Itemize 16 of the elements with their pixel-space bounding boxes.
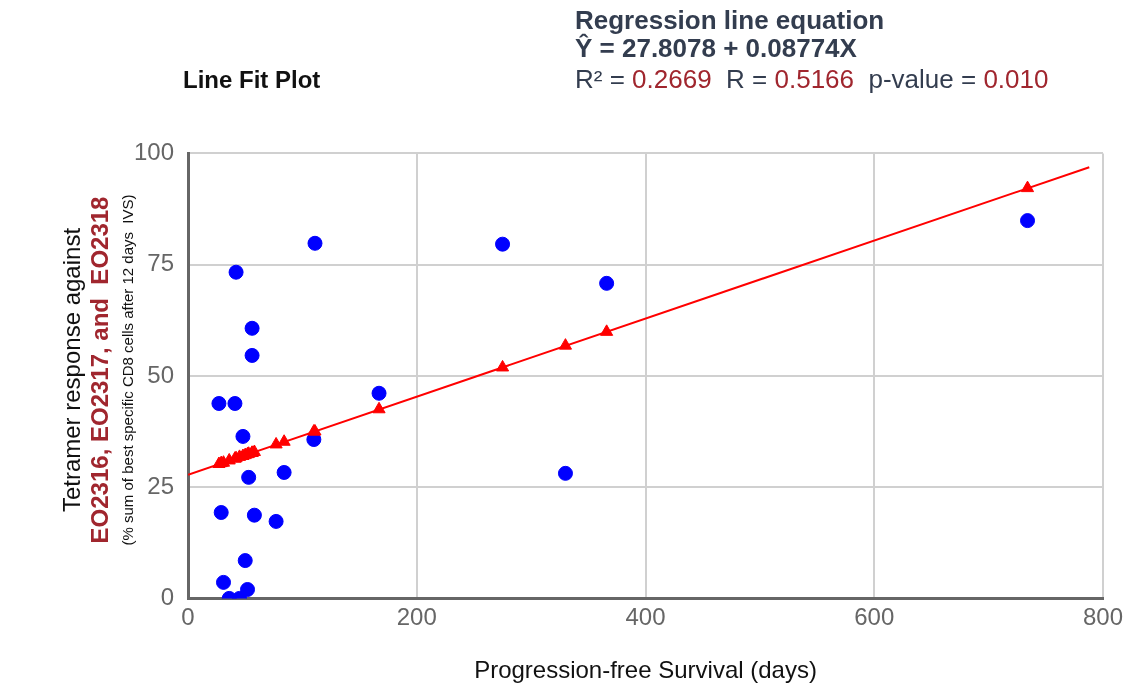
x-tick-label: 200 <box>396 603 437 631</box>
y-tick-label: 75 <box>147 249 175 277</box>
chart-title: Line Fit Plot <box>183 66 321 94</box>
y-tick-label: 25 <box>147 471 175 499</box>
y-tick-label: 0 <box>160 583 175 611</box>
y-axis-title: Tetramer response against EO2316, EO2317, and EO2318 (% sum of best specific CD8 cells after 12 days IVS) <box>58 194 137 546</box>
text: Ŷ = 27.8078 + 0.08774X <box>575 33 857 63</box>
x-axis-title: Progression-free Survival (days) <box>474 656 817 684</box>
text: Regression line equation <box>575 5 886 35</box>
y-tick-label: 50 <box>147 360 175 388</box>
text: R² = 0.2669 R = 0.5166 p-value = 0.010 <box>575 64 1049 94</box>
x-tick-label: 800 <box>1082 603 1124 631</box>
x-tick-label: 0 <box>181 603 195 631</box>
y-tick-label: 100 <box>134 138 175 166</box>
x-tick-label: 600 <box>854 603 895 631</box>
x-tick-label: 400 <box>625 603 666 631</box>
